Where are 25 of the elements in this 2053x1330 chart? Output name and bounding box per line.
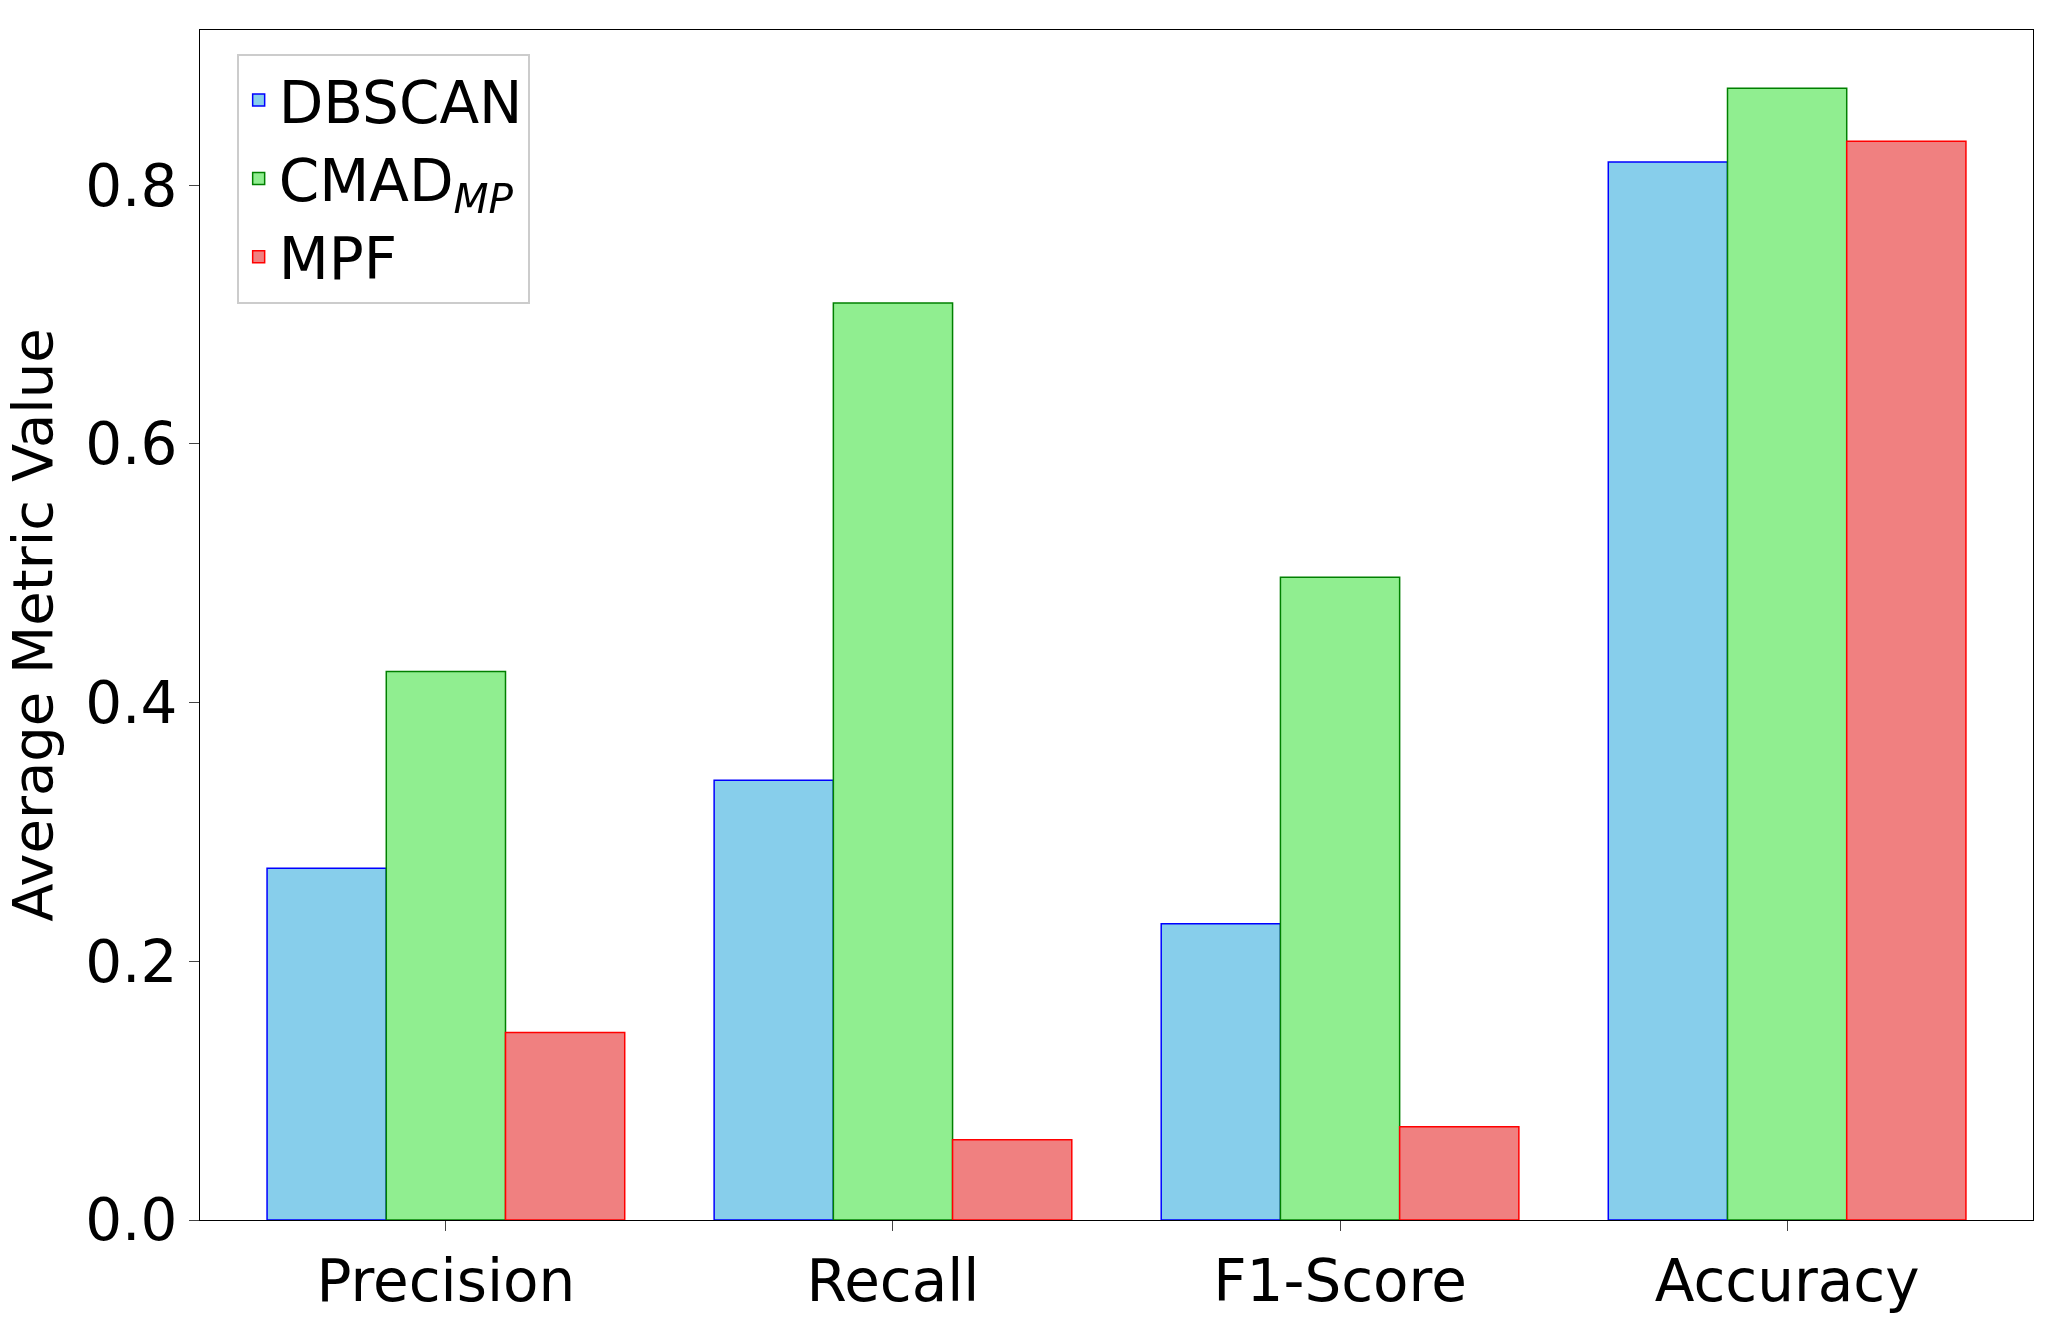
bar <box>1607 161 1729 1220</box>
x-tick-label: Accuracy <box>1654 1246 1920 1315</box>
x-tick-label: Precision <box>316 1246 576 1315</box>
bar <box>1398 1126 1520 1220</box>
bar <box>713 779 835 1220</box>
x-tick-label: Recall <box>806 1246 980 1315</box>
bar <box>1845 140 1967 1220</box>
y-tick-label: 0.8 <box>85 151 178 220</box>
y-tick-label: 0.2 <box>85 927 178 996</box>
legend-label: CMAD$_{MP}$ <box>278 147 514 224</box>
y-tick-label: 0.4 <box>85 668 178 737</box>
legend-label: MPF <box>278 225 398 294</box>
bar <box>385 670 507 1220</box>
x-tick-label: F1-Score <box>1213 1246 1467 1315</box>
bar <box>504 1031 626 1220</box>
bar <box>1279 576 1401 1220</box>
bar <box>951 1139 1073 1220</box>
y-axis-title: Average Metric Value <box>0 328 65 922</box>
y-tick-label: 0.0 <box>85 1186 178 1255</box>
bar <box>266 867 388 1220</box>
legend-label: DBSCAN <box>278 68 523 137</box>
y-tick-label: 0.6 <box>85 410 178 479</box>
bar <box>1726 87 1848 1220</box>
bar <box>832 302 954 1220</box>
bar <box>1160 923 1282 1220</box>
